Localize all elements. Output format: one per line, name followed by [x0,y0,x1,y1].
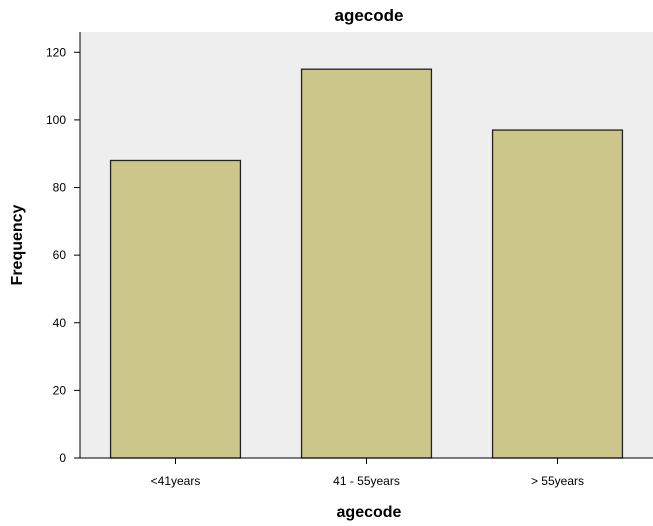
bars-layer [109,68,624,459]
bar [109,159,242,459]
y-axis-title: Frequency [9,204,26,285]
chart-title: agecode [335,6,404,25]
bar [491,129,624,459]
x-axis-ticks: <41years 41 - 55years > 55years [151,458,584,488]
x-tick-label: > 55years [531,474,584,488]
y-tick-label: 80 [53,181,67,195]
x-tick-label: <41years [151,474,201,488]
x-tick-label: 41 - 55years [333,474,400,488]
y-tick-label: 40 [53,316,67,330]
x-axis-title: agecode [337,504,402,521]
y-tick-label: 120 [46,45,66,59]
y-tick-label: 20 [53,383,67,397]
y-tick-label: 60 [53,248,67,262]
y-tick-label: 0 [59,451,66,465]
y-tick-label: 100 [46,113,66,127]
y-axis-ticks: 0 20 40 60 80 100 120 [46,45,80,465]
bar [300,68,433,459]
